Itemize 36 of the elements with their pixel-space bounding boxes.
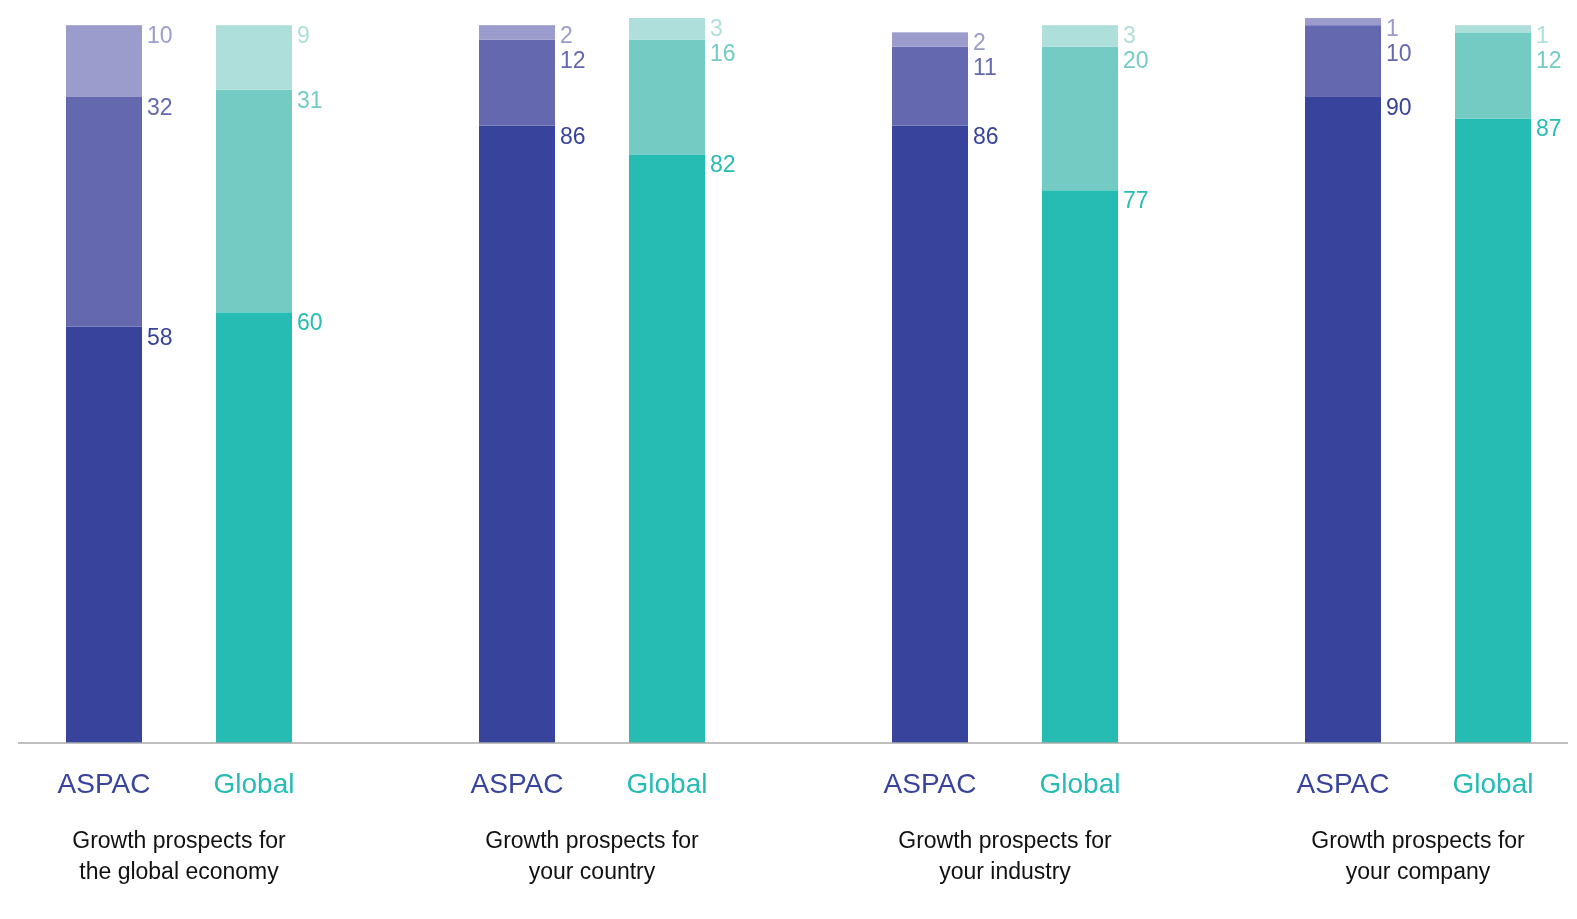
- data-label: 12: [1536, 47, 1562, 74]
- data-label: 12: [560, 47, 586, 74]
- data-label: 20: [1123, 47, 1149, 74]
- x-tick-label: Global: [1452, 768, 1534, 799]
- data-label: 1: [1386, 15, 1399, 41]
- x-tick-label: ASPAC: [470, 768, 564, 799]
- data-label: 2: [973, 29, 986, 56]
- data-label: 31: [297, 86, 323, 113]
- x-tick-label: Global: [626, 768, 708, 799]
- data-label: 60: [297, 309, 323, 336]
- data-label: 32: [147, 93, 173, 120]
- data-label: 86: [973, 122, 999, 149]
- text: Growth prospects for your company: [1311, 827, 1526, 884]
- data-label: 87: [1536, 115, 1562, 142]
- data-label: 77: [1123, 187, 1149, 214]
- x-tick-label: Global: [213, 768, 295, 799]
- data-label: 3: [1123, 22, 1136, 49]
- data-label: 2: [560, 22, 573, 49]
- data-label: 10: [1386, 40, 1412, 66]
- x-tick-label: ASPAC: [883, 768, 977, 799]
- text: Growth prospects for your industry: [898, 827, 1113, 884]
- x-tick-label: Global: [1039, 768, 1121, 799]
- x-tick-label: ASPAC: [57, 768, 151, 799]
- data-label: 1: [1536, 22, 1549, 49]
- data-label: 16: [710, 40, 736, 66]
- data-label: 86: [560, 122, 586, 149]
- data-label: 58: [147, 323, 173, 350]
- text: Growth prospects for the global economy: [72, 827, 287, 884]
- data-label: 82: [710, 151, 736, 178]
- data-label: 3: [710, 15, 723, 41]
- data-label: 9: [297, 22, 310, 49]
- text: Growth prospects for your country: [485, 827, 700, 884]
- data-label: 11: [973, 54, 997, 81]
- data-label: 90: [1386, 93, 1412, 120]
- data-label: 10: [147, 22, 173, 49]
- x-tick-label: ASPAC: [1296, 768, 1390, 799]
